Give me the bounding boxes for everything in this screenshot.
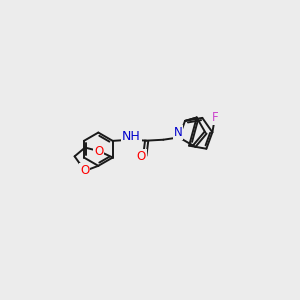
Text: F: F: [212, 111, 218, 124]
Text: N: N: [173, 126, 182, 139]
Text: O: O: [80, 164, 89, 177]
Text: NH: NH: [122, 130, 141, 143]
Text: O: O: [94, 145, 104, 158]
Text: O: O: [136, 150, 146, 163]
